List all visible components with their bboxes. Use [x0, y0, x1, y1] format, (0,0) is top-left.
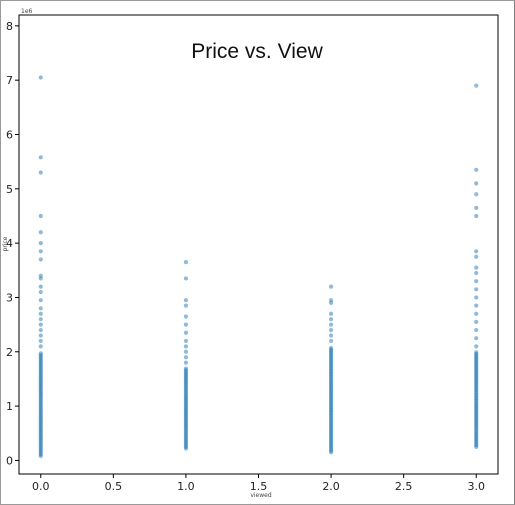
data-point [38, 75, 43, 80]
x-axis-label: viewed [250, 492, 272, 499]
plot-area [18, 14, 499, 475]
data-point [183, 330, 189, 335]
data-point [328, 327, 334, 333]
data-point [474, 254, 479, 259]
data-point [38, 284, 43, 289]
x-tick-label: 1.5 [250, 480, 268, 493]
data-point [183, 322, 189, 327]
data-point [474, 319, 479, 325]
data-point [474, 336, 479, 341]
data-point [328, 322, 334, 327]
data-point [38, 155, 43, 160]
data-point [183, 276, 189, 281]
data-point [38, 327, 43, 333]
data-point [38, 322, 43, 327]
data-point [183, 349, 189, 354]
data-point [38, 289, 43, 295]
data-point [183, 355, 189, 360]
y-tick-label: 2 [6, 346, 13, 359]
y-tick-label: 0 [6, 454, 13, 467]
data-point [474, 279, 479, 284]
y-tick-label: 6 [6, 129, 13, 142]
y-tick-label: 8 [6, 20, 13, 33]
data-point [474, 205, 479, 210]
data-point [474, 327, 479, 333]
data-point [328, 317, 334, 322]
x-tick-label: 3.0 [467, 480, 485, 493]
data-point [183, 314, 189, 319]
data-point [474, 192, 479, 197]
data-point [183, 366, 189, 371]
y-tick-label: 1 [6, 400, 13, 413]
data-point [474, 311, 479, 316]
data-point [38, 338, 43, 344]
data-point [38, 273, 43, 278]
data-point [328, 298, 334, 303]
y-tick-label: 3 [6, 291, 13, 304]
data-point [38, 241, 43, 246]
data-points [38, 75, 479, 459]
data-point [38, 170, 43, 175]
x-tick-label: 0.5 [105, 480, 123, 493]
data-point [474, 83, 479, 88]
data-point [183, 260, 189, 265]
y-multiplier-label: 1e6 [21, 8, 33, 15]
data-point [474, 295, 479, 300]
data-point [183, 360, 189, 365]
data-point [38, 257, 43, 262]
data-point [474, 350, 479, 355]
data-point [474, 249, 479, 254]
data-point [474, 265, 479, 270]
data-point [38, 344, 43, 349]
x-tick-label: 2.0 [322, 480, 340, 493]
data-point [38, 298, 43, 303]
data-point [38, 306, 43, 311]
chart-title: Price vs. View [191, 40, 323, 63]
data-point [328, 338, 334, 344]
data-point [474, 181, 479, 186]
data-point [38, 213, 43, 219]
y-axis-label: price [2, 236, 9, 251]
y-tick-label: 7 [6, 74, 13, 87]
data-point [328, 345, 334, 351]
data-point [474, 270, 479, 276]
x-tick-label: 0.0 [32, 480, 50, 493]
data-point [474, 167, 479, 172]
data-point [474, 213, 479, 219]
data-point [38, 333, 43, 338]
y-axis-ticks: 0 1 2 3 4 5 6 7 8 [6, 20, 19, 467]
data-point [38, 317, 43, 322]
data-point [328, 311, 334, 316]
data-point [328, 333, 334, 338]
data-point [474, 287, 479, 292]
data-point [38, 249, 43, 254]
data-point [328, 284, 334, 289]
y-tick-label: 5 [6, 183, 13, 196]
x-tick-label: 2.5 [395, 480, 413, 493]
data-point [183, 303, 189, 308]
data-point [474, 344, 479, 349]
data-point [38, 311, 43, 316]
data-point [183, 298, 189, 303]
x-axis-ticks: 0.0 0.5 1.0 1.5 2.0 2.5 3.0 [32, 474, 485, 493]
data-point [38, 230, 43, 235]
data-point [183, 344, 189, 349]
y-tick-label: 4 [6, 237, 13, 250]
x-tick-label: 1.0 [177, 480, 195, 493]
data-point [183, 338, 189, 344]
data-point [474, 303, 479, 308]
data-point [38, 351, 43, 356]
